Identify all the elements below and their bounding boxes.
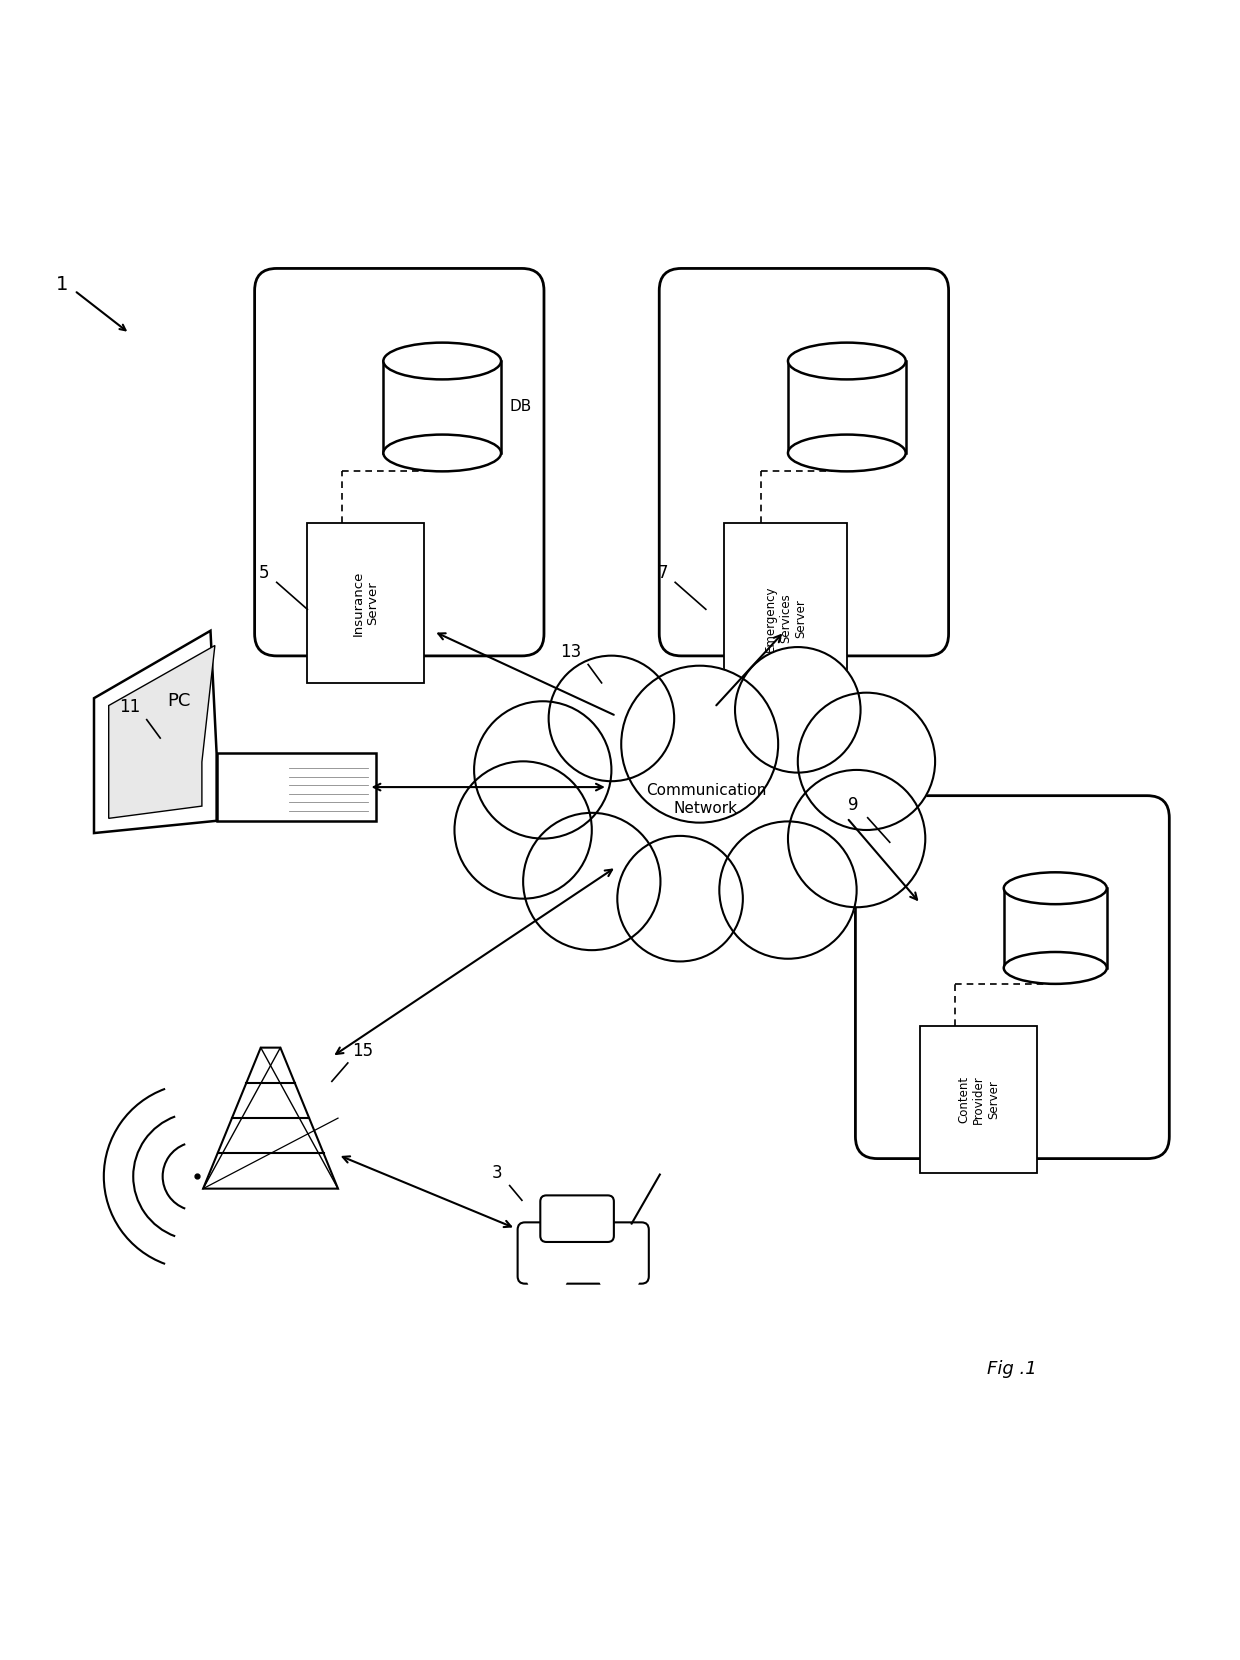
Ellipse shape <box>383 435 501 471</box>
Text: Emergency
Services
Server: Emergency Services Server <box>764 586 807 652</box>
Text: Insurance
Server: Insurance Server <box>352 571 379 636</box>
Polygon shape <box>94 631 217 833</box>
Text: 3: 3 <box>492 1164 502 1182</box>
Circle shape <box>735 647 861 772</box>
Text: 1: 1 <box>56 276 68 294</box>
Ellipse shape <box>787 342 905 380</box>
Circle shape <box>621 666 779 823</box>
Text: 13: 13 <box>560 642 582 661</box>
Circle shape <box>618 837 743 961</box>
Polygon shape <box>787 360 905 453</box>
Circle shape <box>474 701 611 838</box>
Text: Fig .1: Fig .1 <box>987 1361 1037 1378</box>
Circle shape <box>455 762 591 898</box>
Text: DB: DB <box>510 400 532 415</box>
Ellipse shape <box>1003 872 1107 905</box>
Circle shape <box>787 770 925 908</box>
Circle shape <box>600 1257 639 1296</box>
Text: Content
Provider
Server: Content Provider Server <box>957 1076 1001 1124</box>
Circle shape <box>719 822 857 959</box>
Bar <box>920 1026 1037 1174</box>
Polygon shape <box>1003 888 1107 968</box>
FancyBboxPatch shape <box>541 1195 614 1242</box>
FancyBboxPatch shape <box>254 269 544 656</box>
Text: 5: 5 <box>259 563 269 581</box>
FancyBboxPatch shape <box>856 795 1169 1159</box>
Bar <box>724 523 847 714</box>
Text: 15: 15 <box>352 1042 373 1059</box>
Polygon shape <box>383 360 501 453</box>
Ellipse shape <box>383 342 501 380</box>
Text: 11: 11 <box>119 699 140 717</box>
FancyBboxPatch shape <box>660 269 949 656</box>
Text: Communication
Network: Communication Network <box>646 784 766 815</box>
Ellipse shape <box>1003 951 1107 984</box>
Text: PC: PC <box>167 692 190 710</box>
Circle shape <box>523 813 661 950</box>
Text: 7: 7 <box>657 563 668 581</box>
Polygon shape <box>203 1047 339 1189</box>
Ellipse shape <box>787 435 905 471</box>
Polygon shape <box>109 646 215 818</box>
FancyBboxPatch shape <box>517 1222 649 1283</box>
Polygon shape <box>217 754 376 820</box>
Circle shape <box>548 656 675 782</box>
Circle shape <box>527 1257 567 1296</box>
Bar <box>308 523 424 682</box>
Circle shape <box>797 692 935 830</box>
Text: 9: 9 <box>848 797 858 815</box>
